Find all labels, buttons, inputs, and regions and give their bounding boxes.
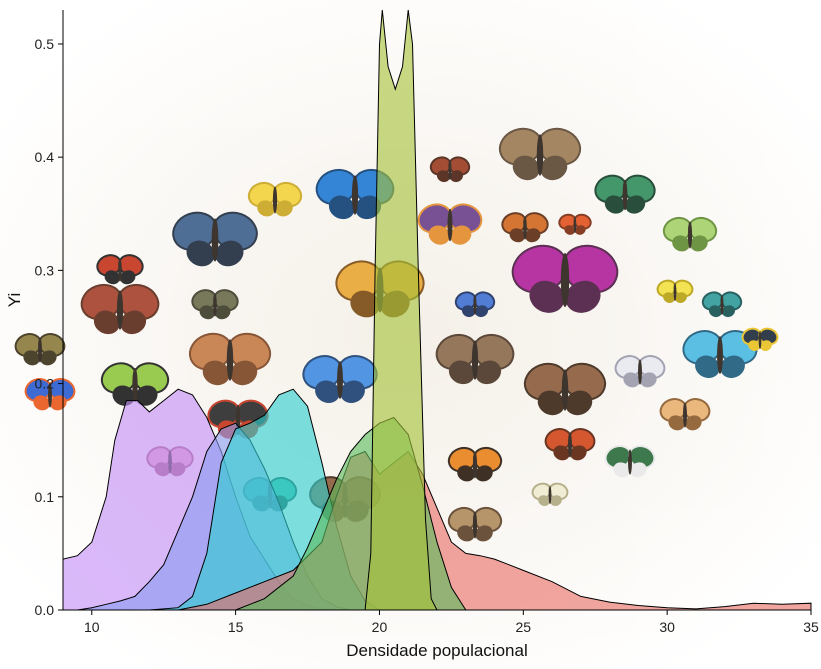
butterfly-icon bbox=[604, 445, 656, 478]
butterfly-icon bbox=[429, 156, 471, 183]
butterfly-icon bbox=[188, 332, 272, 386]
x-tick-label: 35 bbox=[803, 619, 819, 635]
butterfly-icon bbox=[523, 362, 607, 416]
x-tick-label: 10 bbox=[84, 619, 100, 635]
butterfly-icon bbox=[498, 127, 582, 181]
x-tick-label: 25 bbox=[516, 619, 532, 635]
butterfly-icon bbox=[417, 203, 483, 245]
butterfly-icon bbox=[701, 291, 743, 318]
butterfly-icon bbox=[24, 378, 76, 411]
butterfly-icon bbox=[172, 211, 258, 267]
butterfly-icon bbox=[191, 289, 239, 320]
butterfly-icon bbox=[100, 362, 170, 406]
butterfly-icon bbox=[614, 355, 666, 388]
butterfly-icon bbox=[741, 327, 779, 351]
butterfly-icon bbox=[80, 283, 160, 335]
butterfly-icon bbox=[302, 355, 378, 403]
density-area-6 bbox=[364, 9, 438, 611]
y-tick-label: 0.2 bbox=[35, 376, 55, 392]
butterfly-icon bbox=[656, 279, 694, 303]
y-tick-label: 0.0 bbox=[35, 602, 55, 618]
axes bbox=[62, 10, 811, 611]
butterfly-icon bbox=[454, 291, 496, 318]
butterfly-icon bbox=[447, 446, 503, 482]
butterfly-icon bbox=[14, 333, 66, 366]
butterfly-icon bbox=[435, 333, 515, 385]
butterfly-icon bbox=[594, 174, 656, 214]
y-tick-label: 0.4 bbox=[35, 149, 55, 165]
y-ticks: 0.0 0.1 0.2 0.3 0.4 0.5 bbox=[35, 36, 63, 618]
butterfly-icon bbox=[247, 181, 303, 217]
butterfly-icon bbox=[544, 428, 596, 461]
density-areas bbox=[62, 9, 812, 611]
y-tick-label: 0.5 bbox=[35, 36, 55, 52]
butterfly-icon bbox=[501, 212, 549, 243]
x-tick-label: 30 bbox=[659, 619, 675, 635]
y-axis-title: Yi bbox=[5, 293, 24, 308]
x-axis-title: Densidade populacional bbox=[346, 641, 527, 660]
butterfly-icon bbox=[447, 506, 503, 542]
x-tick-label: 20 bbox=[372, 619, 388, 635]
x-ticks: 10 15 20 25 30 35 bbox=[84, 610, 819, 635]
butterfly-icon bbox=[662, 216, 718, 252]
butterfly-icon bbox=[96, 254, 144, 285]
butterfly-icon bbox=[511, 244, 619, 313]
butterfly-icon bbox=[558, 213, 592, 235]
y-tick-label: 0.3 bbox=[35, 262, 55, 278]
y-tick-label: 0.1 bbox=[35, 489, 55, 505]
butterfly-icon bbox=[659, 398, 711, 431]
x-tick-label: 15 bbox=[228, 619, 244, 635]
butterfly-icon bbox=[531, 482, 569, 506]
